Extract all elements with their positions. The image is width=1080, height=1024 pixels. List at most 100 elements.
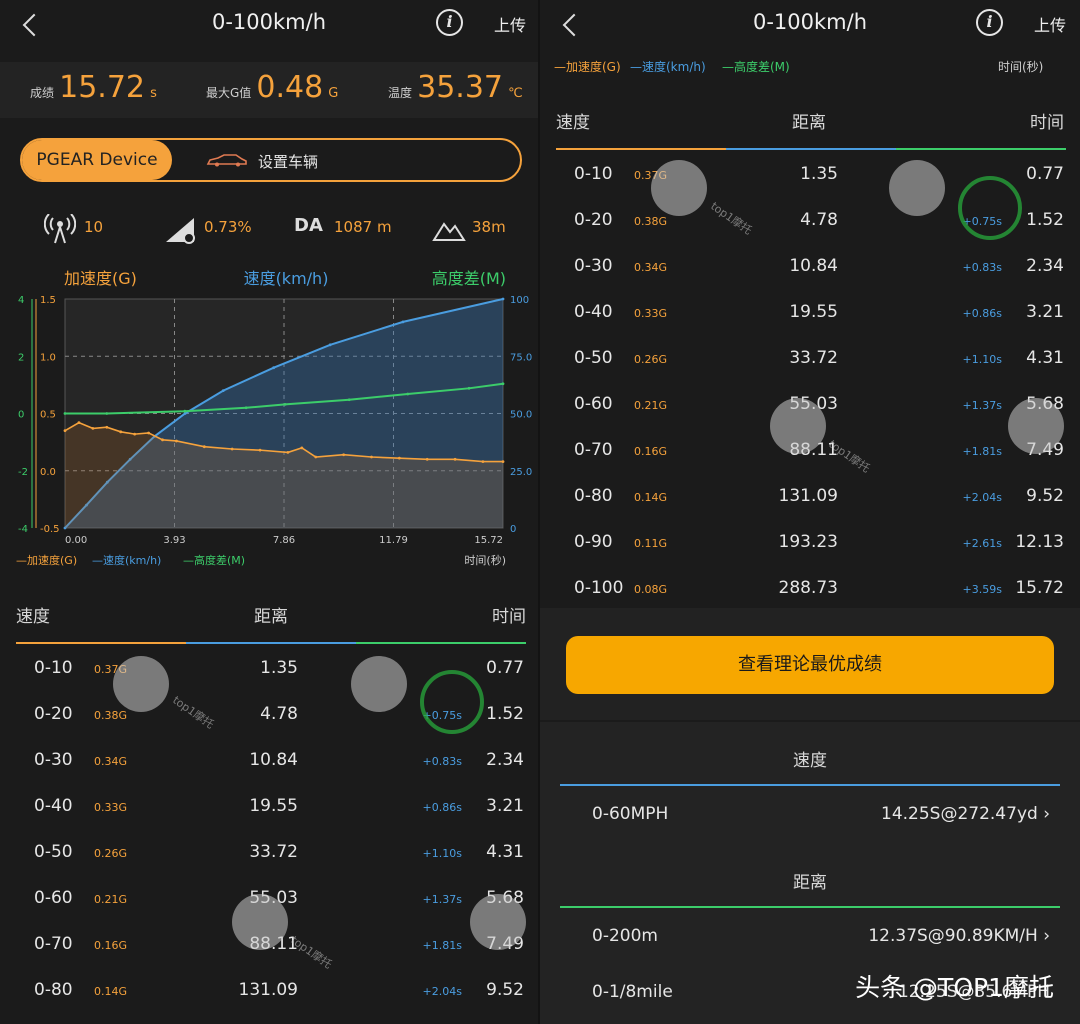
row-speed-range: 0-30 — [34, 750, 73, 770]
info-icon[interactable]: i — [976, 9, 1003, 36]
legend-speed: —速度(km/h) — [630, 60, 706, 74]
upload-button[interactable]: 上传 — [494, 16, 527, 35]
watermark-logo — [470, 894, 526, 950]
device-tab-set-vehicle[interactable]: 设置车辆 — [258, 153, 319, 171]
row-distance: 19.55 — [789, 302, 838, 322]
speed-point — [63, 526, 67, 530]
table-row: 0-90 0.11G 193.23 +2.61s 12.13 — [540, 520, 1080, 566]
row-time: 3.21 — [1026, 302, 1064, 322]
row-g-value: 0.34G — [634, 261, 668, 274]
accel-point — [133, 432, 137, 436]
watermark-logo — [113, 656, 169, 712]
da-value: 1087 m — [334, 218, 392, 236]
speed-point — [128, 457, 132, 461]
accel-point — [314, 455, 318, 459]
table-row: 0-30 0.34G 10.84 +0.83s 2.34 — [0, 738, 538, 784]
row-g-value: 0.26G — [634, 353, 668, 366]
row-speed-range: 0-100 — [574, 578, 624, 598]
left-screen: 0-100km/h i 上传 成绩 15.72 s 最大G值 0.48 G 温度… — [0, 0, 538, 1024]
slope-icon — [166, 218, 195, 244]
accel-point — [161, 438, 164, 442]
info-row: 10 0.73% DA 1087 m 38m — [0, 212, 538, 246]
speed-result-item[interactable]: 0-60MPH 14.25S@272.47yd › — [540, 790, 1080, 842]
row-speed-range: 0-20 — [574, 210, 613, 230]
item-label: 0-60MPH — [592, 804, 669, 824]
accel-point — [481, 460, 485, 463]
row-speed-range: 0-50 — [574, 348, 613, 368]
stat-value: 0.48 — [256, 70, 324, 105]
stat-label: 温度 — [388, 86, 413, 100]
stat-temperature: 温度 35.37 ℃ — [388, 70, 523, 105]
stat-label: 最大G值 — [206, 86, 252, 100]
row-speed-range: 0-50 — [34, 842, 73, 862]
y-tick-left-inner: 0.5 — [40, 410, 56, 421]
watermark-logo — [351, 656, 407, 712]
accel-point — [300, 446, 304, 450]
y-tick-left-inner: 1.0 — [40, 352, 56, 363]
row-speed-range: 0-40 — [34, 796, 73, 816]
perfect-stamp-icon — [420, 670, 484, 734]
row-time: 9.52 — [486, 980, 524, 1000]
row-distance: 10.84 — [789, 256, 838, 276]
row-time-diff: +2.04s — [962, 491, 1002, 504]
row-g-value: 0.14G — [634, 491, 668, 504]
row-g-value: 0.26G — [94, 847, 128, 860]
satellite-icon — [44, 214, 76, 244]
mountain-icon — [432, 222, 466, 241]
view-optimal-result-button[interactable]: 查看理论最优成绩 — [566, 636, 1054, 694]
legend-accel: —加速度(G) — [554, 60, 621, 74]
row-g-value: 0.33G — [634, 307, 668, 320]
row-distance: 4.78 — [800, 210, 838, 230]
col-header-time: 时间 — [492, 607, 526, 627]
watermark-logo — [232, 894, 288, 950]
row-distance: 1.35 — [800, 164, 838, 184]
stat-unit: G — [328, 86, 339, 101]
stat-max-g: 最大G值 0.48 G — [206, 70, 338, 105]
height-point — [63, 412, 67, 415]
row-time-diff: +2.04s — [422, 985, 462, 998]
axis-title-height: 高度差(M) — [432, 269, 506, 288]
row-time: 4.31 — [1026, 348, 1064, 368]
row-speed-range: 0-80 — [574, 486, 613, 506]
row-distance: 33.72 — [249, 842, 298, 862]
perfect-stamp-icon — [958, 176, 1022, 240]
accel-point — [175, 439, 178, 443]
y-tick-left-outer: 4 — [18, 295, 24, 306]
col-header-distance: 距离 — [792, 113, 826, 133]
row-speed-range: 0-20 — [34, 704, 73, 724]
row-time-diff: +1.81s — [962, 445, 1002, 458]
device-tab-pgear[interactable]: PGEAR Device — [22, 140, 172, 180]
row-speed-range: 0-10 — [574, 164, 613, 184]
row-time: 0.77 — [486, 658, 524, 678]
y-tick-left-inner: 0.0 — [40, 467, 56, 478]
row-g-value: 0.21G — [94, 893, 128, 906]
row-g-value: 0.16G — [634, 445, 668, 458]
row-time: 3.21 — [486, 796, 524, 816]
watermark-brand: 头条 @TOP1摩托 — [855, 973, 1054, 1002]
col-header-distance: 距离 — [254, 607, 288, 627]
height-point — [283, 402, 287, 406]
speed-point — [221, 389, 225, 392]
row-time-diff: +0.86s — [962, 307, 1002, 320]
row-distance: 33.72 — [789, 348, 838, 368]
y-tick-left-inner: 1.5 — [40, 295, 56, 306]
accel-point — [258, 448, 262, 452]
info-icon[interactable]: i — [436, 9, 463, 36]
distance-result-item[interactable]: 0-1/8mile 12.25S@35.6MPH — [540, 968, 1080, 1020]
row-g-value: 0.14G — [94, 985, 128, 998]
legend-height: —高度差(M) — [183, 553, 245, 567]
height-point — [105, 412, 109, 415]
row-time-diff: +0.83s — [962, 261, 1002, 274]
accel-point — [119, 430, 123, 434]
legend-accel: —加速度(G) — [16, 553, 77, 567]
speed-point — [85, 503, 88, 507]
row-g-value: 0.21G — [634, 399, 668, 412]
row-distance: 131.09 — [238, 980, 298, 1000]
distance-result-item[interactable]: 0-200m 12.37S@90.89KM/H › — [540, 912, 1080, 964]
row-g-value: 0.38G — [94, 709, 128, 722]
upload-button[interactable]: 上传 — [1034, 16, 1067, 35]
item-label: 0-200m — [592, 926, 658, 946]
row-g-value: 0.16G — [94, 939, 128, 952]
row-time: 1.52 — [1026, 210, 1064, 230]
